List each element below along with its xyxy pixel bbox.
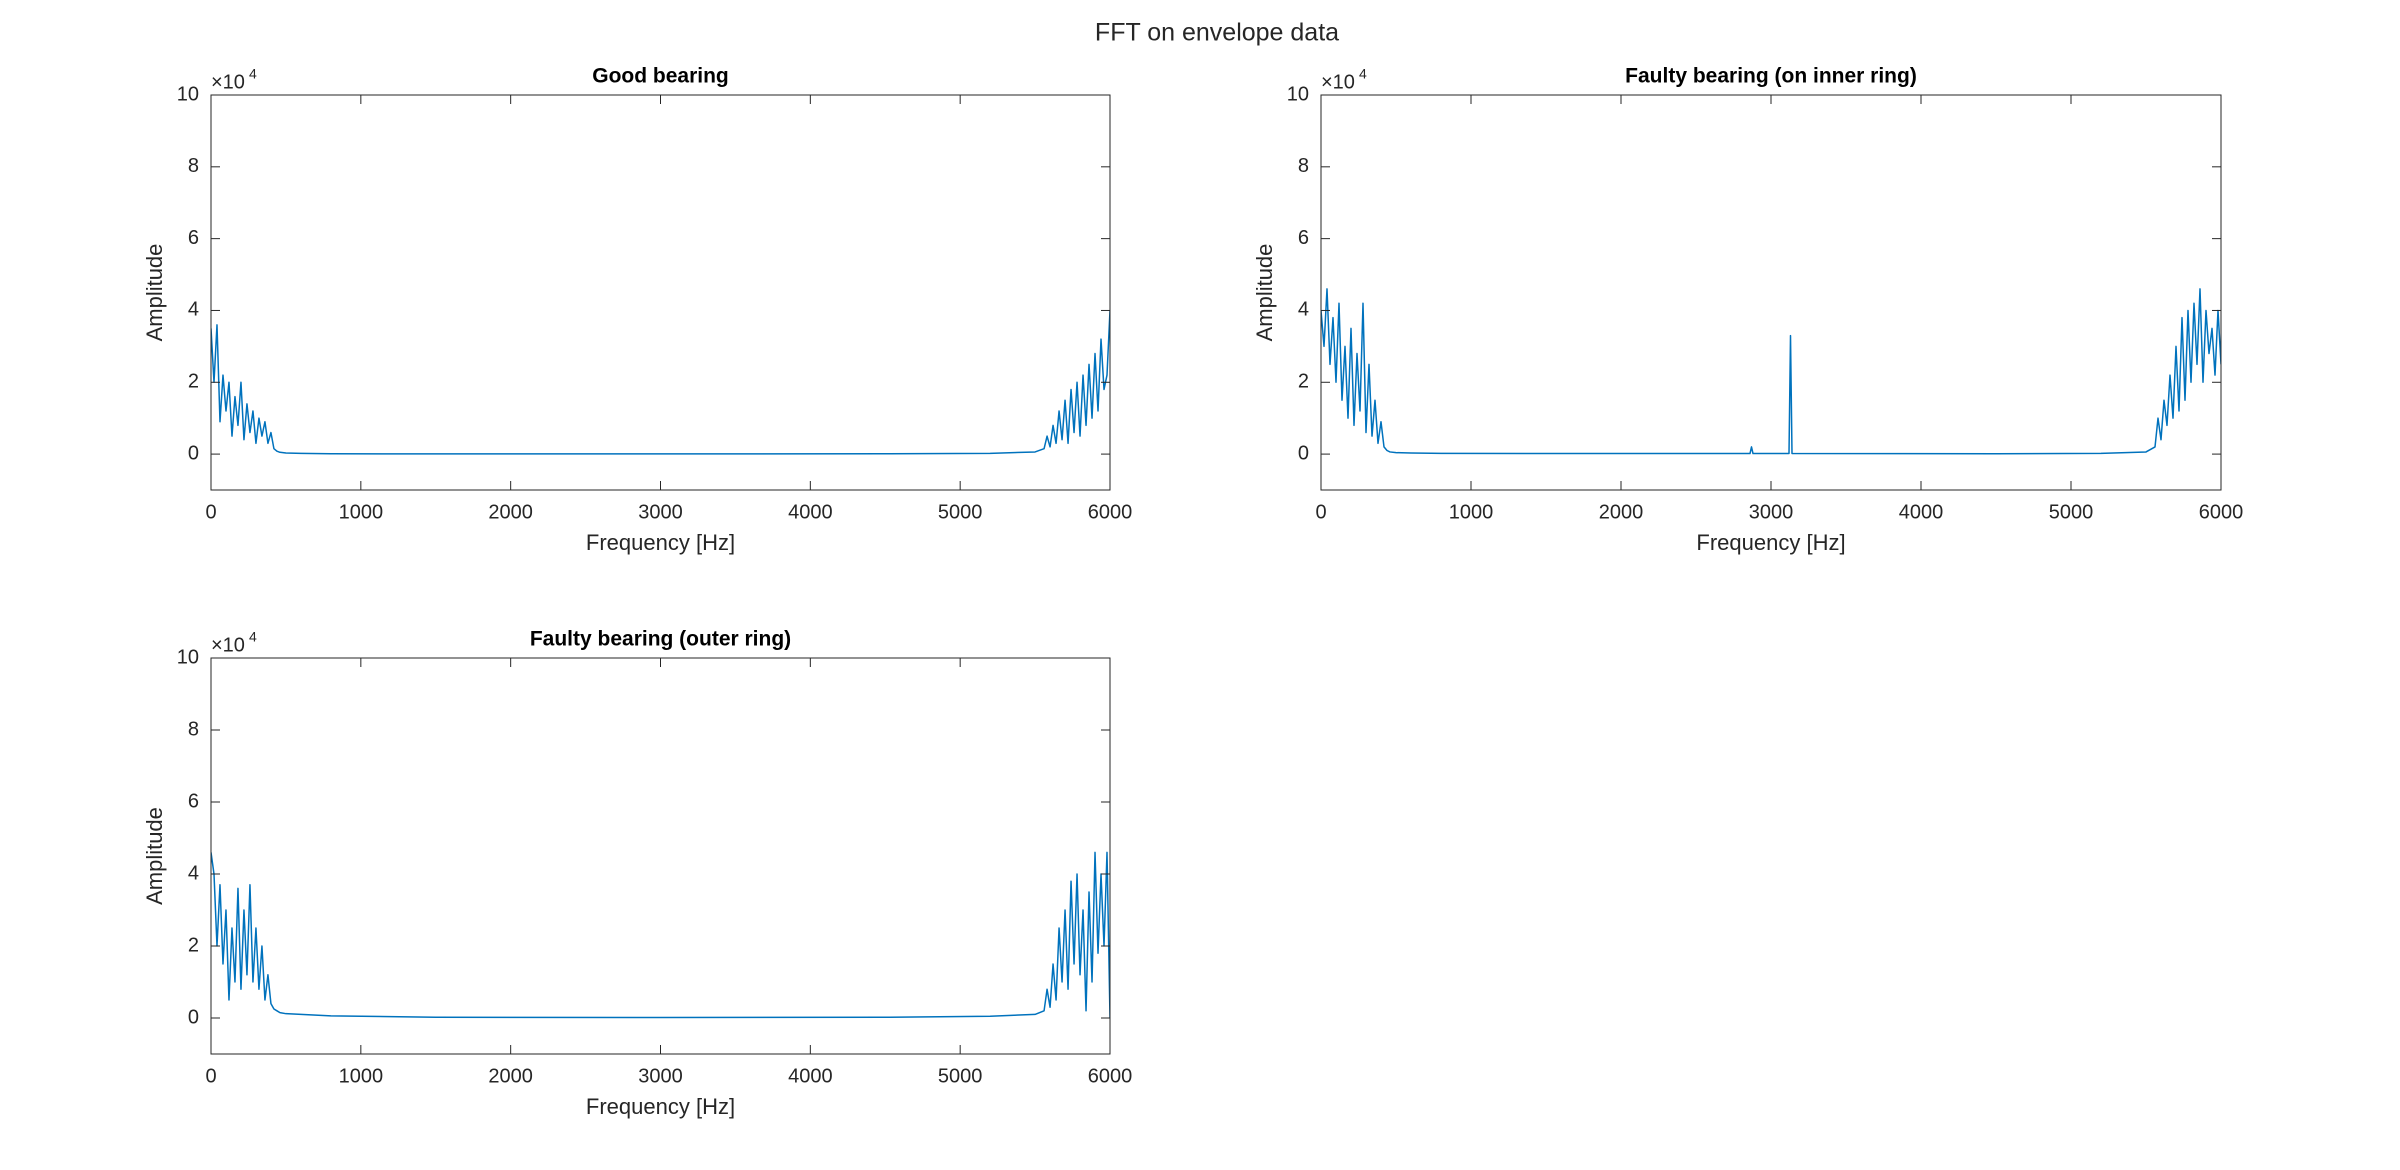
y-multiplier: ×10 xyxy=(1321,71,1355,93)
x-axis-label: Frequency [Hz] xyxy=(1696,530,1845,555)
axes-background xyxy=(1321,95,2221,490)
y-tick-label: 8 xyxy=(188,718,199,740)
y-tick-label: 6 xyxy=(188,790,199,812)
y-tick-label: 10 xyxy=(1287,83,1309,105)
y-tick-label: 2 xyxy=(188,934,199,956)
spectrum-line xyxy=(211,851,1110,1019)
x-tick-label: 0 xyxy=(205,501,216,523)
y-multiplier-exponent: 4 xyxy=(249,66,257,82)
x-tick-label: 4000 xyxy=(788,501,833,523)
x-axis-label: Frequency [Hz] xyxy=(586,530,735,555)
x-tick-label: 2000 xyxy=(488,501,533,523)
figure-title: FFT on envelope data xyxy=(1095,19,1339,47)
plot-area xyxy=(211,851,1110,1019)
y-tick-label: 2 xyxy=(1298,371,1309,393)
y-tick-label: 10 xyxy=(177,83,199,105)
x-tick-label: 1000 xyxy=(1449,501,1494,523)
y-multiplier-exponent: 4 xyxy=(249,629,257,645)
subplot-title: Good bearing xyxy=(592,65,729,88)
x-axis-label: Frequency [Hz] xyxy=(586,1094,735,1119)
x-tick-label: 5000 xyxy=(938,501,983,523)
y-tick-label: 6 xyxy=(1298,227,1309,249)
spectrum-line xyxy=(1321,288,2221,455)
y-axis-label: Amplitude xyxy=(142,244,167,342)
plot-area xyxy=(1321,288,2221,455)
x-tick-label: 6000 xyxy=(2199,501,2244,523)
x-tick-label: 6000 xyxy=(1088,501,1133,523)
subplot-title: Faulty bearing (outer ring) xyxy=(530,628,791,651)
x-tick-label: 0 xyxy=(205,1065,216,1087)
x-tick-label: 6000 xyxy=(1088,1065,1133,1087)
x-tick-label: 5000 xyxy=(2049,501,2094,523)
axes-background xyxy=(211,658,1110,1054)
x-tick-label: 1000 xyxy=(339,1065,384,1087)
x-tick-label: 3000 xyxy=(638,1065,683,1087)
spectrum-line xyxy=(211,310,1110,455)
y-multiplier-exponent: 4 xyxy=(1359,66,1367,82)
y-multiplier: ×10 xyxy=(211,634,245,656)
x-tick-label: 1000 xyxy=(339,501,384,523)
x-tick-label: 5000 xyxy=(938,1065,983,1087)
x-tick-label: 4000 xyxy=(1899,501,1944,523)
x-tick-label: 4000 xyxy=(788,1065,833,1087)
y-multiplier: ×10 xyxy=(211,71,245,93)
y-tick-label: 0 xyxy=(188,1006,199,1028)
y-tick-label: 6 xyxy=(188,227,199,249)
subplot-title: Faulty bearing (on inner ring) xyxy=(1625,65,1917,88)
y-tick-label: 2 xyxy=(188,371,199,393)
y-tick-label: 4 xyxy=(188,862,199,884)
y-tick-label: 4 xyxy=(188,299,199,321)
y-tick-label: 8 xyxy=(1298,155,1309,177)
x-tick-label: 2000 xyxy=(488,1065,533,1087)
x-tick-label: 0 xyxy=(1315,501,1326,523)
y-axis-label: Amplitude xyxy=(142,807,167,905)
y-tick-label: 4 xyxy=(1298,299,1309,321)
plot-area xyxy=(211,310,1110,455)
y-tick-label: 10 xyxy=(177,646,199,668)
axes-background xyxy=(211,95,1110,490)
y-axis-label: Amplitude xyxy=(1252,244,1277,342)
y-tick-label: 0 xyxy=(188,442,199,464)
x-tick-label: 3000 xyxy=(1749,501,1794,523)
y-tick-label: 8 xyxy=(188,155,199,177)
y-tick-label: 0 xyxy=(1298,442,1309,464)
x-tick-label: 3000 xyxy=(638,501,683,523)
x-tick-label: 2000 xyxy=(1599,501,1644,523)
